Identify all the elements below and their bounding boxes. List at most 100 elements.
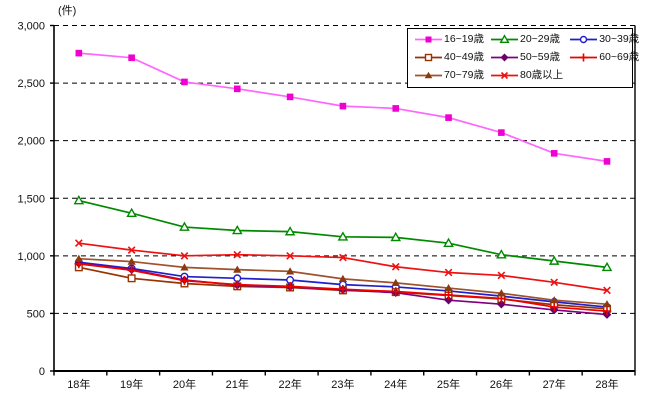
- marker-x: [444, 268, 453, 277]
- y-tick-label: 0: [39, 366, 45, 378]
- marker-triangle-open: [231, 224, 243, 235]
- series-16-19: [75, 49, 611, 165]
- marker-triangle-filled: [497, 289, 506, 297]
- marker-square-filled: [603, 158, 611, 165]
- marker-triangle-filled: [391, 278, 400, 286]
- marker-x: [127, 246, 136, 254]
- y-axis-unit-label: (件): [58, 4, 76, 17]
- marker-x: [233, 250, 242, 259]
- marker-square-filled: [550, 150, 558, 157]
- x-tick-label: 20年: [173, 377, 196, 391]
- legend-swatch-20-29: [491, 34, 518, 43]
- marker-square-filled: [286, 93, 294, 101]
- marker-triangle-open: [73, 195, 85, 205]
- x-tick-label: 26年: [490, 377, 513, 391]
- marker-x: [550, 278, 559, 287]
- marker-diamond-filled: [444, 295, 453, 305]
- marker-triangle-filled: [444, 283, 453, 292]
- marker-x: [391, 262, 400, 271]
- marker-square-filled: [425, 36, 432, 43]
- marker-triangle-filled: [424, 71, 433, 79]
- legend-label-20-29: 20~29歳: [520, 33, 560, 46]
- marker-triangle-open: [499, 34, 510, 43]
- marker-x: [500, 71, 509, 80]
- legend-item-70-79: 70~79歳: [415, 70, 484, 81]
- x-tick-label: 22年: [278, 377, 301, 391]
- marker-square-open: [424, 53, 433, 62]
- legend-label-70-79: 70~79歳: [444, 69, 484, 82]
- marker-triangle-filled: [127, 257, 136, 265]
- legend-item-60-69: 60~69歳: [570, 52, 639, 63]
- legend-swatch-40-49: [415, 53, 442, 62]
- marker-triangle-filled: [74, 254, 83, 262]
- x-tick-label: 24年: [384, 377, 407, 391]
- marker-triangle-open: [548, 255, 560, 265]
- marker-square-filled: [181, 78, 188, 86]
- legend-swatch-16-19: [415, 36, 442, 43]
- legend-label-30-39: 30~39歳: [599, 33, 640, 46]
- marker-square-open: [127, 274, 136, 283]
- legend-label-16-19: 16~19歳: [444, 33, 484, 46]
- y-tick-label: 3,000: [17, 21, 45, 33]
- marker-square-filled: [392, 105, 400, 112]
- marker-triangle-filled: [285, 267, 295, 275]
- marker-triangle-open: [443, 237, 454, 247]
- marker-triangle-filled: [180, 263, 189, 271]
- legend-label-60-69: 60~69歳: [599, 51, 640, 64]
- marker-triangle-open: [601, 261, 613, 272]
- legend-swatch-50-59: [491, 53, 518, 62]
- legend-item-30-39: 30~39歳: [570, 34, 639, 45]
- marker-triangle-open: [284, 226, 296, 236]
- series-80-plus: [74, 239, 611, 295]
- legend-label-50-59: 50~59歳: [520, 51, 560, 64]
- marker-x: [603, 286, 611, 295]
- y-tick-label: 2,000: [17, 136, 45, 148]
- marker-triangle-open: [126, 207, 137, 218]
- marker-triangle-filled: [602, 300, 612, 308]
- y-tick-label: 1,500: [17, 193, 45, 205]
- x-tick-label: 21年: [226, 377, 249, 391]
- marker-triangle-filled: [338, 274, 348, 282]
- legend-item-40-49: 40~49歳: [415, 52, 484, 63]
- marker-x: [286, 251, 294, 260]
- marker-square-filled: [128, 54, 135, 62]
- legend-item-50-59: 50~59歳: [491, 52, 563, 63]
- legend: 16~19歳 20~29歳 30~39歳 40~49歳 50~59歳 60~69歳 70~7…: [407, 28, 639, 88]
- marker-triangle-filled: [233, 265, 242, 273]
- x-tick-label: 18年: [67, 377, 90, 391]
- legend-item-80-plus: 80歳以上: [491, 70, 563, 81]
- x-tick-label: 27年: [543, 377, 566, 391]
- marker-x: [339, 253, 347, 262]
- series-20-29: [73, 195, 613, 272]
- x-tick-label: 23年: [331, 377, 354, 391]
- legend-swatch-60-69: [570, 53, 598, 62]
- series-layer: [73, 49, 613, 319]
- series-70-79: [74, 254, 612, 308]
- x-tick-label: 19年: [120, 377, 143, 391]
- legend-swatch-70-79: [415, 71, 442, 79]
- y-tick-label: 500: [27, 308, 45, 320]
- y-tick-label: 2,500: [17, 78, 45, 90]
- marker-triangle-filled: [550, 296, 559, 304]
- marker-triangle-open: [179, 221, 190, 231]
- marker-diamond-filled: [500, 53, 509, 62]
- marker-circle-open: [579, 35, 588, 44]
- marker-square-filled: [498, 129, 505, 136]
- axis-tick-labels: 0 500 1,000 1,500 2,000 2,500 3,000 18年 19年 20年 21…: [17, 21, 618, 392]
- marker-diamond-filled: [497, 299, 506, 309]
- marker-triangle-open: [390, 231, 402, 242]
- legend-swatch-30-39: [570, 35, 598, 44]
- x-tick-label: 28年: [595, 377, 618, 391]
- marker-x: [74, 239, 83, 248]
- legend-swatch-80-plus: [491, 71, 518, 80]
- marker-x: [497, 271, 506, 280]
- legend-label-80-plus: 80歳以上: [520, 69, 564, 82]
- marker-square-filled: [445, 114, 452, 121]
- marker-triangle-open: [496, 249, 507, 259]
- x-tick-label: 25年: [437, 377, 460, 391]
- legend-label-40-49: 40~49歳: [444, 51, 484, 64]
- y-tick-label: 1,000: [17, 251, 45, 263]
- marker-square-filled: [339, 102, 347, 110]
